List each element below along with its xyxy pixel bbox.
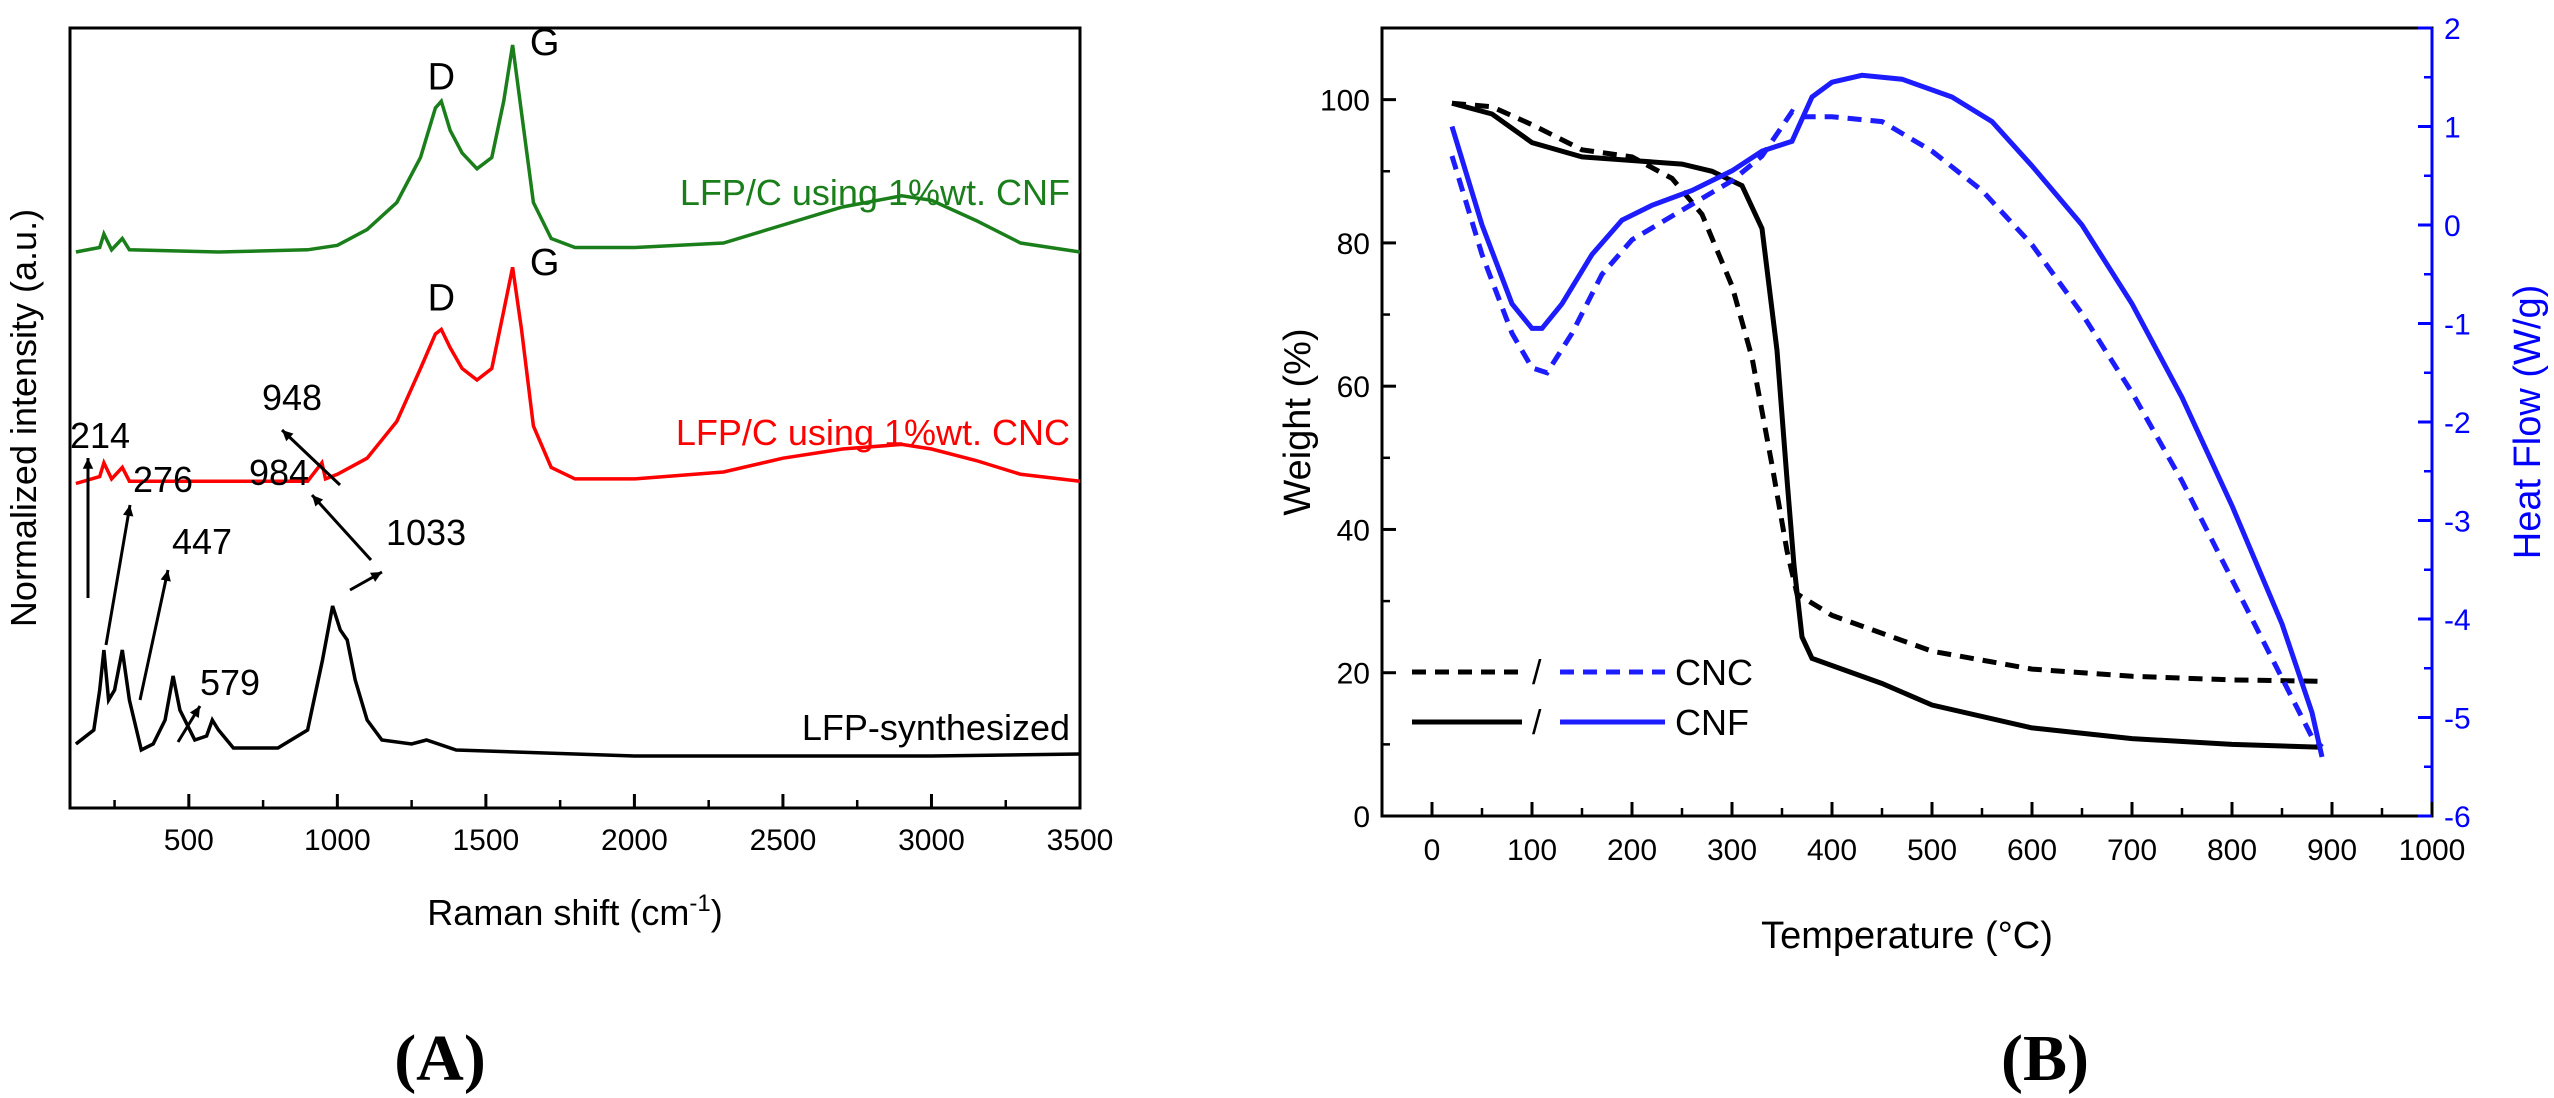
y-right-tick-label: 1 [2444,112,2461,145]
peak-annotation-276: 276 [133,459,193,500]
chart-a-panel-label: (A) [394,1022,486,1095]
x-tick-label: 1000 [304,824,371,857]
x-tick-label: 500 [164,824,214,857]
annotation-arrowhead [82,458,94,469]
chart-b-legend: / CNC / CNF [1412,652,1753,743]
y-right-tick-label: -1 [2444,309,2471,342]
chart-a-plot-area [68,26,1082,810]
x-tick-label: 200 [1607,834,1657,867]
y-right-tick-label: -5 [2444,703,2471,736]
y-right-tick-label: -2 [2444,407,2471,440]
x-tick-label: 300 [1707,834,1757,867]
y-left-tick-label: 40 [1337,514,1370,547]
peak-label-G: G [530,22,560,64]
chart-a-x-axis-title: Raman shift (cm-1) [427,890,722,933]
series-line-cnc-left [1451,100,2323,684]
annotation-arrow [280,428,342,487]
annotation-arrowhead [282,430,294,442]
x-tick-label: 2000 [601,824,668,857]
series-label: LFP/C using 1%wt. CNC [676,412,1070,453]
series-label: LFP-synthesized [802,707,1070,748]
chart-b-panel-label: (B) [2001,1022,2089,1095]
annotation-arrow [138,569,170,701]
annotation-arrowhead [160,570,171,582]
chart-a-y-axis-title: Normalized intensity (a.u.) [3,209,44,627]
peak-annotation-948: 948 [262,377,322,418]
chart-b-y-axis-title-left: Weight (%) [1277,328,1319,515]
x-tick-label: 600 [2007,834,2057,867]
annotation-arrow [310,493,373,562]
peak-annotation-1033: 1033 [386,512,466,553]
peak-label-D: D [428,278,455,320]
annotation-arrowhead [189,706,200,718]
x-tick-label: 100 [1507,834,1557,867]
chart-a-annotations: LFP/C using 1%wt. CNF D G LFP/C using 1%wt.… [70,22,1070,748]
y-right-tick-label: -6 [2444,801,2471,834]
peak-label-G: G [530,242,560,284]
series-line-green [75,44,1081,254]
x-tick-label: 500 [1907,834,1957,867]
chart-b: 0 100 200 300 400 500 600 700 800 900 100002040608… [1277,13,2549,1095]
legend-separator: / [1532,704,1542,742]
annotation-arrowhead [312,495,324,507]
annotation-arrow [104,504,132,646]
y-left-tick-label: 100 [1320,85,1370,118]
y-right-tick-label: -3 [2444,506,2471,539]
series-line-cnf-right [1449,72,2325,758]
y-right-tick-label: -4 [2444,604,2471,637]
chart-b-y-axis-title-right: Heat Flow (W/g) [2507,285,2549,559]
y-left-tick-label: 60 [1337,371,1370,404]
x-tick-label: 400 [1807,834,1857,867]
chart-a-series-layer [74,44,1081,758]
annotation-arrowhead [123,505,134,517]
legend-label-cnf: CNF [1675,702,1749,743]
y-left-tick-label: 0 [1353,801,1370,834]
chart-b-x-axis-title: Temperature (°C) [1761,915,2053,957]
legend-separator: / [1532,654,1542,692]
peak-annotation-579: 579 [200,662,260,703]
annotation-arrowhead [370,572,382,582]
x-tick-label: 700 [2107,834,2157,867]
peak-annotation-447: 447 [172,521,232,562]
series-line-red [75,266,1081,486]
chart-b-axes: 0 100 200 300 400 500 600 700 800 900 100002040608… [1320,13,2471,867]
series-line-black [74,605,1081,758]
peak-annotation-214: 214 [70,415,130,456]
y-right-tick-label: 2 [2444,13,2461,46]
x-tick-label: 3000 [898,824,965,857]
x-tick-label: 800 [2207,834,2257,867]
x-tick-label: 3500 [1047,824,1114,857]
peak-label-D: D [428,56,455,98]
y-left-tick-label: 80 [1337,228,1370,261]
chart-a-x-axis: 500 1000 1500 2000 2500 3000 3500 [113,794,1114,857]
y-right-tick-label: 0 [2444,210,2461,243]
x-tick-label: 0 [1424,834,1441,867]
x-tick-label: 1000 [2399,834,2466,867]
x-tick-label: 2500 [750,824,817,857]
x-tick-label: 900 [2307,834,2357,867]
peak-annotation-984: 984 [249,452,309,493]
y-left-tick-label: 20 [1337,658,1370,691]
legend-label-cnc: CNC [1675,652,1753,693]
series-line-cnc-right [1449,108,2324,749]
series-label: LFP/C using 1%wt. CNF [680,172,1070,213]
chart-b-series-layer [1449,72,2325,758]
chart-a: 500 1000 1500 2000 2500 3000 3500 LFP/C using … [3,22,1113,1095]
series-line-cnf-left [1451,100,2323,750]
x-tick-label: 1500 [453,824,520,857]
